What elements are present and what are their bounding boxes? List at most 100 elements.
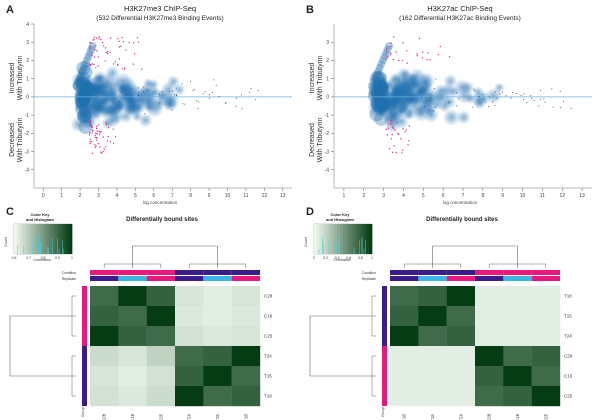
colorkey-swatch <box>51 224 55 254</box>
density-streak <box>75 74 84 83</box>
background-point <box>161 91 163 93</box>
background-point <box>496 97 498 99</box>
density-core <box>80 82 95 97</box>
significant-point <box>94 134 97 137</box>
colorkey-swatch <box>28 224 32 254</box>
significant-point <box>89 45 91 48</box>
background-point <box>236 97 238 99</box>
background-point <box>520 95 522 97</box>
heatmap-cell <box>203 326 232 347</box>
heatmap-cell <box>446 346 476 367</box>
density-blob <box>395 106 408 119</box>
significant-point <box>122 41 125 43</box>
significant-point <box>385 57 388 59</box>
heatmap-cell <box>175 326 204 347</box>
background-point <box>484 99 486 101</box>
colorkey-tick-label: 0.4 <box>335 256 340 260</box>
x-tick-label: 12 <box>559 193 565 199</box>
density-core <box>376 98 391 113</box>
density-blob <box>423 107 440 124</box>
colorkey-swatch <box>322 224 326 254</box>
heatmap-cell <box>203 366 232 387</box>
panel-label-a: A <box>6 4 14 16</box>
background-point <box>456 92 458 94</box>
significant-point <box>112 63 115 65</box>
row-group-bar <box>82 346 87 366</box>
heatmap-cell <box>531 366 561 387</box>
significant-point <box>102 136 104 138</box>
colorkey-swatch <box>66 224 70 254</box>
significant-point <box>120 45 122 47</box>
significant-point <box>398 133 400 135</box>
significant-point <box>391 134 394 136</box>
background-point <box>255 99 257 101</box>
background-point <box>510 97 512 99</box>
density-core <box>374 111 389 126</box>
heatmap-cell <box>446 286 476 307</box>
heatmap-cell <box>118 306 147 327</box>
density-core <box>373 80 388 95</box>
background-point <box>143 91 145 93</box>
density-core <box>76 72 91 87</box>
background-point <box>196 100 198 102</box>
density-streak <box>87 45 96 54</box>
density-streak <box>381 49 390 58</box>
x-tick-label: 0 <box>42 193 45 199</box>
row-label: T24 <box>564 334 572 339</box>
background-point <box>235 105 237 107</box>
heatmap-cell <box>118 286 147 307</box>
heatmap-cell <box>146 326 176 347</box>
condition-bar <box>503 270 532 275</box>
plot-b-subtitle: (162 Differential H3K27ac Binding Events… <box>399 15 521 22</box>
background-point <box>175 94 177 96</box>
significant-point <box>386 51 388 53</box>
colorkey-swatch <box>48 224 52 254</box>
significant-point <box>401 59 404 62</box>
colorkey-swatch <box>334 224 338 254</box>
significant-point <box>406 50 408 52</box>
background-point <box>208 94 210 96</box>
heatmap-d-group-label: Group <box>381 407 385 417</box>
column-label: C28 <box>487 413 492 420</box>
heatmap-cell <box>146 286 176 307</box>
significant-point <box>91 54 93 57</box>
significant-point <box>97 56 100 58</box>
background-point <box>523 99 525 101</box>
plot-b-ylabel-bot-1: Decreased <box>309 123 316 157</box>
background-point <box>433 110 435 112</box>
significant-point <box>429 59 431 61</box>
column-label: T15 <box>215 414 220 420</box>
heatmap-cell <box>418 326 447 347</box>
y-tick-label: -3 <box>325 149 330 155</box>
replicate-bar <box>175 276 204 281</box>
background-point <box>421 96 423 98</box>
density-core <box>77 87 92 102</box>
significant-point <box>114 135 117 138</box>
colorkey-swatch <box>31 224 35 254</box>
density-blob <box>368 81 387 100</box>
significant-point <box>385 48 388 50</box>
significant-point <box>386 134 389 136</box>
background-point <box>249 92 251 94</box>
significant-point <box>390 42 392 45</box>
background-point <box>429 97 431 99</box>
significant-point <box>401 152 403 154</box>
colorkey-swatch <box>363 224 367 254</box>
background-point <box>492 101 494 103</box>
replicate-bar <box>475 276 504 281</box>
colorkey-tick-label: 0.9 <box>55 256 60 260</box>
x-tick-label: 9 <box>501 193 504 199</box>
heatmap-c-correlation-label: Correlation <box>33 258 51 262</box>
density-streak <box>372 71 381 80</box>
x-tick-label: 6 <box>442 193 445 199</box>
background-point <box>523 93 525 95</box>
background-point <box>143 86 145 88</box>
heatmap-cell <box>503 286 532 307</box>
plot-b-ylabel-top-1: Increased <box>309 63 316 94</box>
significant-point <box>408 140 410 142</box>
significant-point <box>392 36 395 38</box>
significant-point <box>105 123 108 126</box>
x-tick-label: 9 <box>208 193 211 199</box>
significant-point <box>396 121 398 124</box>
